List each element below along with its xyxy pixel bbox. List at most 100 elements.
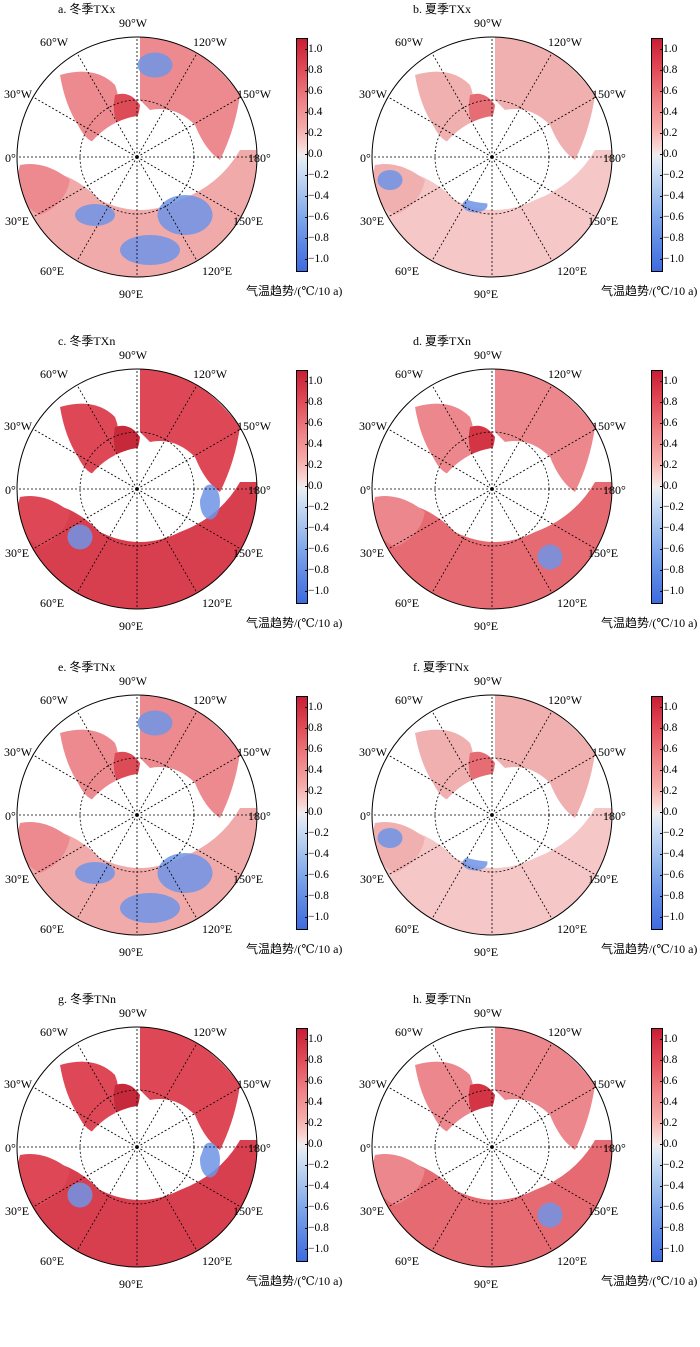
colorbar-tick: 0.8 xyxy=(659,722,678,734)
meridian-line xyxy=(32,1146,138,1208)
meridian-line xyxy=(32,488,138,550)
cooling-patch xyxy=(75,204,115,226)
meridian-line xyxy=(491,1042,553,1148)
map-panel: a. 冬季TXx 90°W 120°W 60°W 150°W 30°W 0° 180° 30°E… xyxy=(0,0,350,330)
colorbar-tick: 0.0 xyxy=(659,806,678,818)
colorbar-tick: −0.4 xyxy=(305,522,329,534)
meridian-line xyxy=(76,156,138,262)
meridian-line xyxy=(32,1086,138,1148)
longitude-label-zero: 0° xyxy=(360,809,371,823)
cooling-patch xyxy=(67,524,93,550)
colorbar-tick: −0.8 xyxy=(305,232,329,244)
longitude-label-e180: 180° xyxy=(248,809,271,823)
polar-map xyxy=(371,36,613,278)
cooling-patch xyxy=(377,170,403,190)
panel-title: g. 冬季TNn xyxy=(58,992,116,1006)
meridian-line xyxy=(431,52,493,158)
colorbar-tick: 0.4 xyxy=(304,106,323,118)
eurasia-region xyxy=(372,1140,612,1267)
arctic-ocean xyxy=(84,115,205,204)
colorbar-tick: 0.2 xyxy=(304,1117,323,1129)
cooling-patch xyxy=(67,1182,93,1208)
colorbar-tick: −1.0 xyxy=(305,253,329,265)
longitude-label-zero: 0° xyxy=(5,483,16,497)
map-panel: d. 夏季TXn 90°W 120°W 60°W 150°W 30°W 0° 180° 30°E… xyxy=(355,332,700,662)
colorbar-tick: −0.4 xyxy=(305,1180,329,1192)
longitude-label-e120: 120°E xyxy=(557,1254,588,1268)
meridian-line xyxy=(76,1042,138,1148)
longitude-label-w60: 60°W xyxy=(40,367,69,381)
greenland-region xyxy=(60,1061,119,1133)
map-panel: g. 冬季TNn 90°W 120°W 60°W 150°W 30°W 0° 180° 30°E… xyxy=(0,990,350,1320)
longitude-label-w90: 90°W xyxy=(119,1006,148,1020)
colorbar-tick: −0.4 xyxy=(305,190,329,202)
arctic-ocean xyxy=(84,447,205,536)
longitude-label-zero: 0° xyxy=(5,1141,16,1155)
colorbar-tick: −0.8 xyxy=(660,1222,684,1234)
meridian-line xyxy=(136,754,242,816)
colorbar-tick: −0.8 xyxy=(660,890,684,902)
longitude-label-e120: 120°E xyxy=(557,596,588,610)
colorbar xyxy=(296,38,308,272)
meridian-line xyxy=(431,1146,493,1252)
longitude-label-zero: 0° xyxy=(5,809,16,823)
panel-title: f. 夏季TNx xyxy=(413,660,469,674)
colorbar-title: 气温趋势/(℃/10 a) xyxy=(246,1274,343,1288)
longitude-label-w150: 150°W xyxy=(592,745,627,759)
cooling-patch xyxy=(75,862,115,884)
longitude-label-e90: 90°E xyxy=(119,287,144,301)
panel-title: b. 夏季TXx xyxy=(413,2,471,16)
longitude-label-e60: 60°E xyxy=(395,264,420,278)
meridian-line xyxy=(136,488,242,550)
colorbar-tick: 0.4 xyxy=(304,438,323,450)
longitude-label-e180: 180° xyxy=(603,1141,626,1155)
longitude-label-e60: 60°E xyxy=(395,922,420,936)
longitude-label-e60: 60°E xyxy=(395,1254,420,1268)
cooling-patch xyxy=(200,1142,220,1178)
longitude-label-w90: 90°W xyxy=(474,348,503,362)
greenland-region xyxy=(415,403,474,475)
meridian-line xyxy=(32,814,138,876)
longitude-label-e60: 60°E xyxy=(40,1254,65,1268)
longitude-label-e180: 180° xyxy=(603,151,626,165)
colorbar-tick: 0.8 xyxy=(659,396,678,408)
eurasia-region xyxy=(372,150,612,277)
meridian-line xyxy=(32,428,138,490)
colorbar-tick: 0.4 xyxy=(659,106,678,118)
colorbar-tick: −0.2 xyxy=(660,827,684,839)
colorbar-tick: 0.2 xyxy=(659,1117,678,1129)
longitude-label-e150: 150°E xyxy=(233,214,264,228)
longitude-label-w30: 30°W xyxy=(4,419,33,433)
longitude-label-e120: 120°E xyxy=(202,1254,233,1268)
north-america-region xyxy=(495,37,595,160)
longitude-label-w120: 120°W xyxy=(193,367,228,381)
colorbar-tick: −0.4 xyxy=(660,522,684,534)
colorbar-tick: 0.2 xyxy=(304,459,323,471)
colorbar-title: 气温趋势/(℃/10 a) xyxy=(601,1274,698,1288)
colorbar-tick: 0.0 xyxy=(304,148,323,160)
longitude-label-e180: 180° xyxy=(248,151,271,165)
longitude-label-e180: 180° xyxy=(603,483,626,497)
colorbar-tick: 0.2 xyxy=(659,127,678,139)
longitude-label-e60: 60°E xyxy=(40,922,65,936)
colorbar-tick: −0.8 xyxy=(305,1222,329,1234)
colorbar-tick: −0.2 xyxy=(660,169,684,181)
colorbar-tick: 0.8 xyxy=(659,64,678,76)
colorbar-tick: 0.4 xyxy=(659,764,678,776)
meridian-line xyxy=(76,1146,138,1252)
longitude-label-w60: 60°W xyxy=(395,1025,424,1039)
colorbar-title: 气温趋势/(℃/10 a) xyxy=(601,942,698,956)
longitude-label-e120: 120°E xyxy=(202,922,233,936)
colorbar-tick: 0.6 xyxy=(659,417,678,429)
longitude-label-w120: 120°W xyxy=(548,1025,583,1039)
longitude-label-w60: 60°W xyxy=(395,693,424,707)
north-america-region xyxy=(495,1027,595,1150)
longitude-label-e30: 30°E xyxy=(360,872,385,886)
map-panel: b. 夏季TXx 90°W 120°W 60°W 150°W 30°W 0° 180° 30°E… xyxy=(355,0,700,330)
colorbar-tick: 0.4 xyxy=(659,438,678,450)
longitude-label-e90: 90°E xyxy=(119,619,144,633)
longitude-label-zero: 0° xyxy=(5,151,16,165)
arctic-ocean xyxy=(439,773,560,862)
longitude-label-w90: 90°W xyxy=(119,16,148,30)
map-boundary xyxy=(16,1026,258,1268)
